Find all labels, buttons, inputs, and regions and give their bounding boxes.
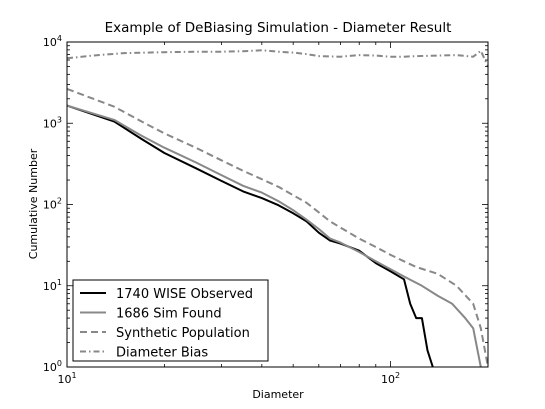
legend-label-2: 1686 Sim Found — [116, 307, 222, 322]
legend-label-4: Diameter Bias — [116, 346, 208, 361]
y-tick-label: 100 — [43, 359, 62, 374]
y-tick-label: 104 — [43, 34, 62, 49]
series-line-3 — [66, 87, 489, 368]
x-tick-label: 101 — [57, 371, 76, 386]
x-tick-label: 102 — [381, 371, 400, 386]
legend-label-3: Synthetic Population — [116, 326, 250, 341]
series-line-4 — [66, 49, 489, 67]
legend-label-1: 1740 WISE Observed — [116, 287, 253, 302]
y-tick-label: 103 — [43, 115, 62, 130]
x-axis-label: Diameter — [252, 388, 304, 401]
y-tick-label: 102 — [43, 197, 62, 212]
series-line-1 — [66, 104, 434, 368]
chart-title: Example of DeBiasing Simulation - Diamet… — [105, 20, 452, 36]
legend: 1740 WISE Observed 1686 Sim Found Syntheti… — [72, 279, 269, 362]
y-axis-label: Cumulative Number — [27, 148, 40, 259]
series-layer — [66, 49, 489, 368]
series-line-2 — [66, 104, 482, 368]
y-tick-label: 101 — [43, 278, 62, 293]
legend-items: 1740 WISE Observed 1686 Sim Found Syntheti… — [80, 287, 253, 361]
ticks-layer — [66, 41, 489, 368]
